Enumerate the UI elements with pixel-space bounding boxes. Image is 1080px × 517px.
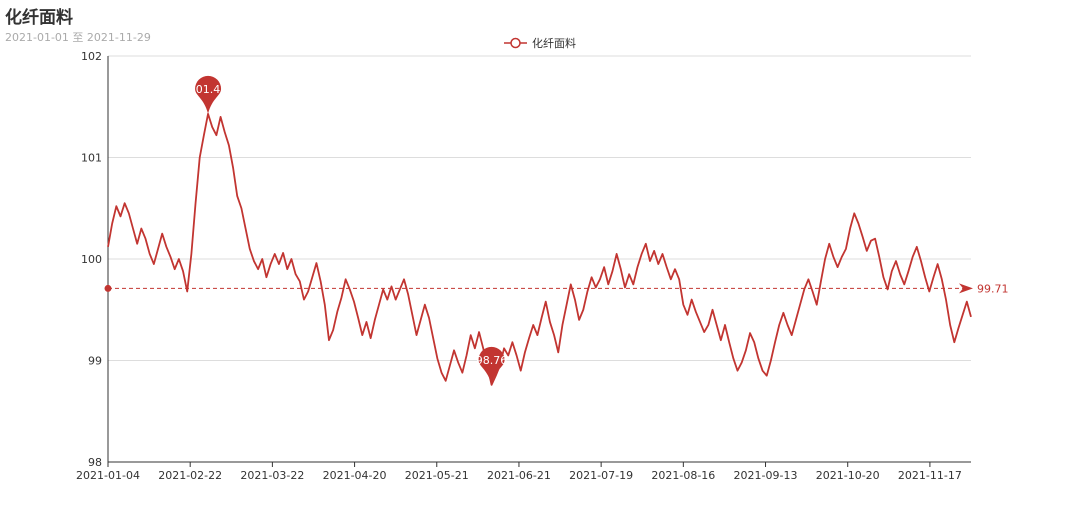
legend-symbol [510, 37, 521, 49]
average-line-arrow [959, 283, 973, 294]
y-tick-label: 102 [81, 50, 102, 63]
min-marker-label: 98.76 [476, 354, 508, 367]
y-tick-label: 100 [81, 253, 102, 266]
x-tick-label: 2021-07-19 [569, 469, 633, 482]
series-layer [107, 112, 972, 386]
x-tick-label: 2021-04-20 [323, 469, 387, 482]
x-tick-label: 2021-08-16 [651, 469, 715, 482]
x-tick-label: 2021-09-13 [734, 469, 798, 482]
x-tick-label: 2021-02-22 [158, 469, 222, 482]
chart-title: 化纤面料 [5, 8, 73, 28]
x-tick-label: 2021-06-21 [487, 469, 551, 482]
y-tick-label: 98 [88, 456, 102, 469]
x-tick-label: 2021-05-21 [405, 469, 469, 482]
x-tick-label: 2021-11-17 [898, 469, 962, 482]
x-tick-label: 2021-10-20 [816, 469, 880, 482]
grid-lines [108, 55, 971, 361]
min-marker-shape [478, 346, 505, 385]
average-line-label: 99.71 [977, 282, 1009, 295]
y-tick-label: 99 [88, 355, 102, 368]
max-marker-shape [195, 75, 222, 114]
y-tick-label: 101 [81, 152, 102, 165]
x-tick-label: 2021-03-22 [240, 469, 304, 482]
axes: 98 99 100 101 102 2021-01-04 2021-02-22 2021-03… [76, 50, 971, 482]
min-marker: 98.76 [476, 346, 508, 385]
max-marker: 101.43 [189, 75, 228, 114]
markers-layer: 99.71 101.43 98.76 [104, 75, 1009, 385]
series-line [107, 112, 972, 386]
x-tick-label: 2021-01-04 [76, 469, 140, 482]
legend-label: 化纤面料 [532, 36, 576, 50]
legend[interactable]: 化纤面料 [504, 36, 576, 50]
max-marker-label: 101.43 [189, 83, 228, 96]
chart-subtitle: 2021-01-01 至 2021-11-29 [5, 31, 151, 44]
